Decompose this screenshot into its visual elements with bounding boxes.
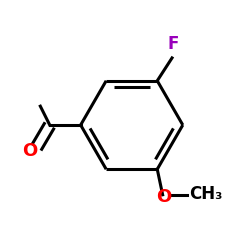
Text: O: O (22, 142, 37, 160)
Text: CH₃: CH₃ (190, 185, 223, 203)
Text: O: O (156, 188, 172, 206)
Text: F: F (168, 35, 179, 53)
